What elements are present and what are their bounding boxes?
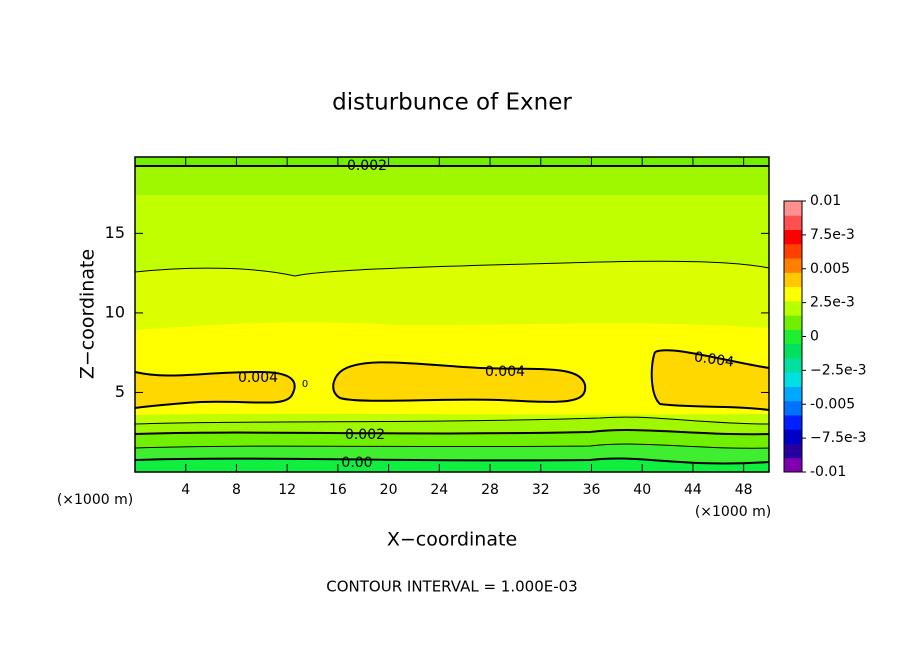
colorbar-swatch: [784, 201, 802, 216]
colorbar-swatch: [784, 215, 802, 231]
contour-line: [650, 349, 770, 411]
contour-line: [332, 361, 587, 403]
contour-line: [134, 260, 770, 277]
colorbar-tick-label: 2.5e-3: [810, 295, 855, 311]
colorbar-tick-label: -0.01: [810, 464, 846, 480]
x-tick-label: 20: [380, 482, 398, 498]
colorbar-tick-label: -0.005: [810, 396, 855, 412]
x-tick-label: 36: [583, 482, 601, 498]
colorbar-swatch: [784, 414, 802, 430]
x-axis-label: X−coordinate: [387, 529, 517, 551]
x-tick-label: 4: [181, 482, 190, 498]
contour-label: 0.00: [341, 455, 372, 471]
contour-line: [134, 443, 770, 449]
contour-label: 0.004: [693, 349, 735, 370]
colorbar-tick-label: 7.5e-3: [810, 227, 855, 243]
x-tick-label: 40: [633, 482, 651, 498]
colorbar-tick-label: −7.5e-3: [810, 430, 867, 446]
colorbar-swatch: [784, 229, 802, 245]
colorbar-swatch: [784, 300, 802, 316]
colorbar-swatch: [784, 400, 802, 416]
x-tick-label: 48: [735, 482, 753, 498]
x-tick-label: 32: [532, 482, 550, 498]
band: [135, 372, 295, 408]
colorbar-swatch: [784, 357, 802, 373]
x-tick-label: 8: [232, 482, 241, 498]
colorbar-swatch: [784, 457, 802, 473]
colorbar-swatch: [784, 258, 802, 273]
colorbar-swatch: [784, 315, 802, 330]
contour-label: 0: [302, 379, 308, 390]
x-tick-label: 28: [481, 482, 499, 498]
footer: CONTOUR INTERVAL = 1.000E-03: [326, 578, 577, 596]
colorbar-tick-label: 0.005: [810, 261, 850, 277]
contour-line: [134, 416, 770, 425]
contour-label: 0.004: [485, 364, 525, 380]
colorbar-swatch: [784, 329, 802, 345]
colorbar-tick-label: 0: [810, 329, 819, 345]
contour-label: 0.004: [238, 370, 278, 386]
y-tick-label: 5: [115, 382, 125, 401]
y-tick-label: 15: [105, 223, 125, 242]
contour-line: [134, 370, 296, 409]
colorbar-swatch: [784, 343, 802, 359]
colorbar-swatch: [784, 443, 802, 459]
x-tick-label: 24: [430, 482, 448, 498]
colorbar-swatch: [784, 272, 802, 288]
colorbar-tick-label: −2.5e-3: [810, 362, 867, 378]
x-tick-label: 16: [329, 482, 347, 498]
band: [651, 350, 769, 410]
colorbar-swatch: [784, 243, 802, 259]
contour-label: 0.002: [345, 427, 385, 443]
colorbar-swatch: [784, 286, 802, 302]
y-axis-label: Z−coordinate: [77, 249, 99, 379]
y-tick-label: 10: [105, 302, 125, 321]
contour-line: [134, 457, 770, 465]
contour-line: [134, 429, 770, 436]
x-unit-label: (×1000 m): [57, 492, 133, 508]
colorbar-swatch: [784, 372, 802, 387]
colorbar-swatch: [784, 429, 802, 444]
colorbar-swatch: [784, 386, 802, 402]
chart-title: disturbunce of Exner: [332, 90, 572, 116]
colorbar-tick-label: 0.01: [810, 193, 841, 209]
x-tick-label: 44: [684, 482, 702, 498]
plot-frame: [134, 156, 770, 473]
x-unit-label: (×1000 m): [695, 504, 771, 520]
x-tick-label: 12: [278, 482, 296, 498]
contour-labels: 0.002 0.004 0 0.004 0.004 0.002 0.00: [238, 158, 735, 471]
band: [135, 458, 769, 472]
contour-field: [134, 157, 770, 472]
band: [333, 362, 586, 402]
contour-label: 0.002: [347, 158, 387, 174]
